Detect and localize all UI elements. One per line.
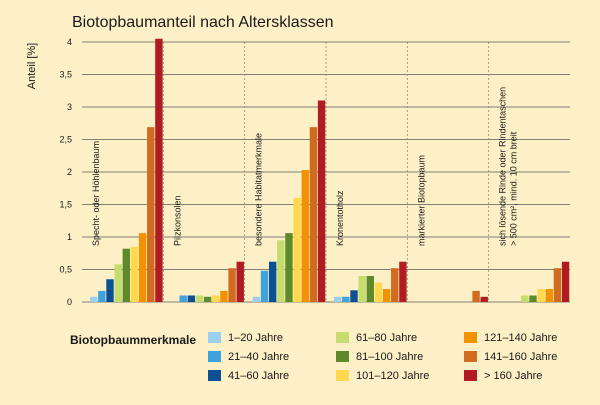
y-tick-label: 1,5 <box>59 200 72 210</box>
y-tick-label: 2,5 <box>59 135 72 145</box>
legend-label: 61–80 Jahre <box>356 332 417 344</box>
category-label: besondere Habitatmerkmale <box>254 133 264 246</box>
bar <box>260 270 269 302</box>
legend-swatch <box>336 370 349 381</box>
bar <box>358 276 366 302</box>
bar <box>220 290 228 302</box>
bar <box>293 198 301 302</box>
bar <box>268 261 277 302</box>
bar <box>212 295 220 302</box>
category-label: Specht- oder Höhlenbaum <box>91 141 101 246</box>
category-label: sich lösende Rinde oder Rindentaschen <box>498 87 508 246</box>
bar <box>114 264 122 302</box>
chart-title: Biotopbaumanteil nach Altersklassen <box>72 14 334 31</box>
legend-swatch <box>464 370 477 381</box>
bar <box>147 127 155 303</box>
bar <box>561 261 570 302</box>
bar <box>472 290 480 302</box>
y-tick-label: 1 <box>67 232 72 242</box>
bar <box>106 279 114 302</box>
legend-swatch <box>336 332 349 343</box>
bar <box>366 276 374 302</box>
bar <box>350 290 358 302</box>
legend-label: > 160 Jahre <box>484 370 542 382</box>
legend-title: Biotopbaummerkmale <box>70 333 196 347</box>
bar <box>195 295 204 302</box>
legend-label: 101–120 Jahre <box>356 370 429 382</box>
bar <box>342 296 350 302</box>
bar <box>98 290 106 302</box>
legend-swatch <box>464 332 477 343</box>
bar <box>277 240 285 302</box>
bar <box>382 289 391 302</box>
legend-label: 1–20 Jahre <box>228 332 283 344</box>
bar <box>399 261 407 302</box>
bar <box>391 268 399 302</box>
y-tick-label: 3,5 <box>59 70 72 80</box>
bar <box>203 296 212 302</box>
bar <box>529 295 537 302</box>
bar <box>285 233 293 302</box>
bar <box>252 296 261 302</box>
y-tick-label: 2 <box>67 167 72 177</box>
legend-label: 81–100 Jahre <box>356 351 423 363</box>
legend-swatch <box>208 351 221 362</box>
legend-swatch <box>464 351 477 362</box>
bar <box>374 282 383 302</box>
legend-swatch <box>208 370 221 381</box>
legend-label: 121–140 Jahre <box>484 332 557 344</box>
y-tick-label: 0,5 <box>59 265 72 275</box>
category-label: markierter Biotopbaum <box>416 155 426 246</box>
bar <box>301 170 309 302</box>
bar <box>545 289 553 302</box>
legend-swatch <box>208 332 221 343</box>
legend: 1–20 Jahre 21–40 Jahre 41–60 Jahre 61–80 Ja… <box>208 332 557 382</box>
category-label: > 500 cm², mind. 10 cm breit <box>509 131 519 246</box>
bar <box>309 127 318 303</box>
bar <box>553 268 562 302</box>
bar <box>155 38 163 302</box>
y-axis-label: Anteil [%] <box>26 43 38 89</box>
bar <box>317 100 326 302</box>
bar <box>228 268 236 302</box>
legend-label: 141–160 Jahre <box>484 351 557 363</box>
legend-swatch <box>336 351 349 362</box>
bar <box>537 289 545 302</box>
category-label: Pilzkonsolen <box>172 195 182 246</box>
y-tick-label: 4 <box>67 37 72 47</box>
bar <box>480 296 488 302</box>
bar <box>90 296 98 302</box>
bar <box>179 295 187 302</box>
bar <box>138 233 147 302</box>
plot-area: 0 0,5 1 1,5 2 2,5 3 3,5 4 Specht- oder Höhlenbaum… <box>59 37 570 307</box>
legend-label: 41–60 Jahre <box>228 370 289 382</box>
bar <box>187 295 196 302</box>
y-tick-label: 3 <box>67 102 72 112</box>
bar <box>122 248 130 302</box>
bar <box>334 296 342 302</box>
bar <box>521 295 529 302</box>
legend-label: 21–40 Jahre <box>228 351 289 363</box>
category-label: Kronentotholz <box>335 190 345 246</box>
y-tick-label: 0 <box>67 297 72 307</box>
bar <box>130 246 139 302</box>
bar <box>236 261 244 302</box>
